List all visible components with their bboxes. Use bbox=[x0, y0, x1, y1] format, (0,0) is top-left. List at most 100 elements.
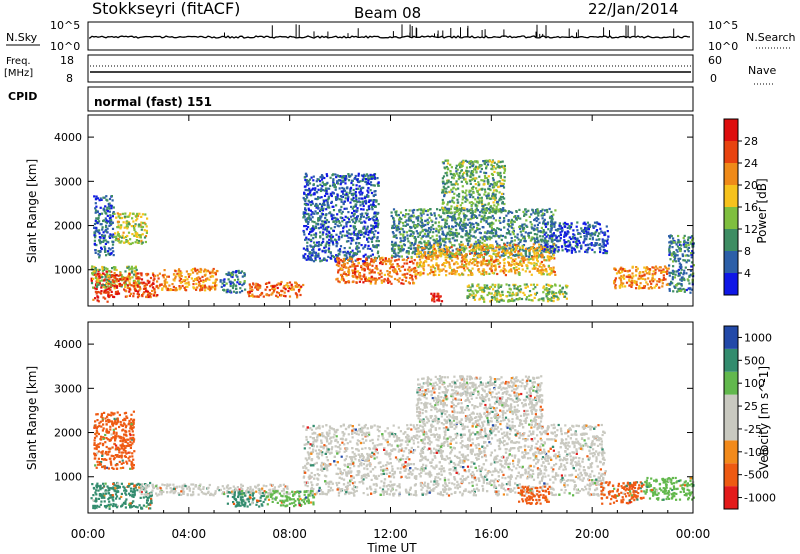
scatter-cell bbox=[520, 253, 523, 256]
scatter-cell bbox=[466, 210, 469, 213]
scatter-cell bbox=[357, 257, 360, 261]
scatter-cell bbox=[226, 290, 229, 293]
scatter-cell bbox=[390, 275, 393, 278]
scatter-cell bbox=[461, 185, 464, 188]
scatter-cell bbox=[476, 284, 479, 288]
scatter-cell bbox=[440, 300, 444, 303]
scatter-cell bbox=[405, 251, 408, 254]
scatter-cell bbox=[445, 253, 449, 256]
scatter-cell bbox=[548, 288, 551, 291]
scatter-cell bbox=[341, 220, 344, 223]
scatter-cell bbox=[480, 167, 483, 171]
scatter-cell bbox=[384, 257, 387, 260]
scatter-cell bbox=[225, 273, 228, 276]
scatter-cell bbox=[498, 300, 501, 303]
scatter-cell bbox=[311, 252, 314, 255]
scatter-cell bbox=[444, 259, 448, 262]
scatter-cell bbox=[127, 223, 130, 226]
scatter-cell bbox=[319, 183, 322, 186]
scatter-cell bbox=[488, 261, 491, 264]
scatter-cell bbox=[415, 269, 418, 272]
scatter-cell bbox=[434, 251, 437, 255]
scatter-cell bbox=[416, 232, 419, 235]
scatter-cell bbox=[326, 228, 329, 231]
scatter-cell bbox=[400, 282, 403, 285]
scatter-cell bbox=[480, 296, 483, 299]
scatter-cell bbox=[272, 290, 275, 293]
scatter-cell bbox=[407, 281, 410, 284]
scatter-cell bbox=[297, 288, 301, 292]
scatter-cell bbox=[134, 234, 138, 238]
scatter-cell bbox=[114, 266, 117, 269]
scatter-cell bbox=[98, 275, 101, 278]
scatter-cell bbox=[413, 236, 416, 240]
scatter-cell bbox=[103, 234, 107, 237]
scatter-cell bbox=[320, 241, 324, 244]
scatter-cell bbox=[347, 266, 350, 269]
scatter-cell bbox=[359, 180, 362, 183]
scatter-cell bbox=[512, 248, 515, 251]
scatter-cell bbox=[546, 256, 549, 259]
scatter-cell bbox=[406, 223, 409, 226]
scatter-cell bbox=[391, 247, 394, 250]
scatter-cell bbox=[502, 166, 506, 169]
scatter-cell bbox=[500, 284, 503, 287]
scatter-cell bbox=[302, 216, 305, 219]
scatter-cell bbox=[238, 282, 241, 286]
scatter-cell bbox=[308, 182, 312, 185]
scatter-cell bbox=[513, 259, 516, 262]
scatter-cell bbox=[415, 217, 418, 220]
scatter-cell bbox=[350, 205, 353, 208]
scatter-cell bbox=[510, 250, 513, 253]
scatter-cell bbox=[487, 175, 490, 178]
scatter-cell bbox=[492, 196, 495, 199]
scatter-cell bbox=[94, 227, 97, 230]
scatter-cell bbox=[361, 260, 365, 263]
scatter-cell bbox=[538, 221, 541, 224]
scatter-cell bbox=[345, 281, 348, 284]
scatter-cell bbox=[485, 171, 488, 175]
scatter-cell bbox=[345, 221, 348, 224]
scatter-cell bbox=[343, 264, 346, 267]
scatter-cell bbox=[512, 299, 515, 303]
scatter-cell bbox=[376, 177, 379, 180]
scatter-cell bbox=[517, 215, 520, 218]
scatter-cell bbox=[540, 252, 543, 255]
scatter-cell bbox=[470, 234, 473, 237]
scatter-cell bbox=[235, 270, 238, 273]
scatter-cell bbox=[510, 263, 513, 266]
scatter-cell bbox=[123, 288, 126, 291]
scatter-cell bbox=[364, 244, 367, 247]
scatter-cell bbox=[483, 162, 486, 165]
scatter-cell bbox=[382, 279, 385, 282]
scatter-cell bbox=[512, 233, 515, 236]
scatter-cell bbox=[190, 277, 193, 280]
scatter-cell bbox=[349, 237, 352, 240]
scatter-cell bbox=[457, 187, 460, 190]
scatter-cell bbox=[354, 265, 357, 268]
scatter-cell bbox=[290, 288, 293, 291]
scatter-cell bbox=[479, 211, 482, 214]
scatter-cell bbox=[339, 245, 343, 248]
scatter-cell bbox=[432, 252, 435, 255]
scatter-cell bbox=[304, 185, 307, 188]
scatter-cell bbox=[113, 280, 116, 283]
scatter-cell bbox=[370, 184, 373, 187]
scatter-cell bbox=[290, 283, 293, 286]
scatter-cell bbox=[476, 216, 479, 219]
scatter-cell bbox=[307, 212, 310, 216]
scatter-cell bbox=[482, 257, 485, 260]
scatter-cell bbox=[477, 196, 480, 199]
scatter-cell bbox=[346, 262, 349, 265]
scatter-cell bbox=[451, 196, 454, 199]
scatter-cell bbox=[395, 213, 398, 216]
scatter-cell bbox=[516, 293, 519, 296]
scatter-cell bbox=[536, 233, 539, 236]
scatter-cell bbox=[330, 240, 333, 243]
scatter-cell bbox=[314, 197, 317, 200]
scatter-cell bbox=[391, 224, 394, 227]
scatter-cell bbox=[470, 164, 473, 167]
scatter-cell bbox=[243, 281, 246, 284]
scatter-cell bbox=[355, 196, 358, 199]
scatter-cell bbox=[444, 183, 447, 186]
